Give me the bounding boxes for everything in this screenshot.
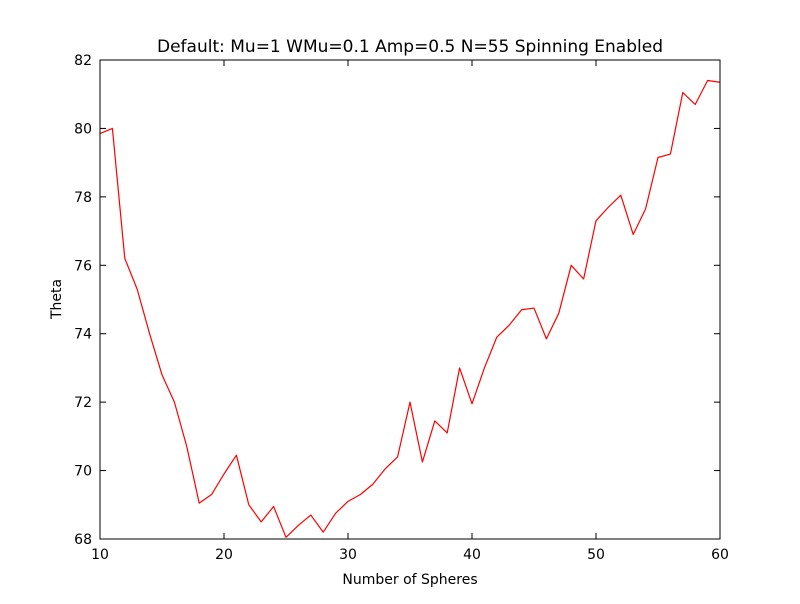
x-tick-label: 50 <box>587 547 605 563</box>
y-tick-label: 80 <box>74 121 92 137</box>
series-line <box>99 79 721 538</box>
y-tick-label: 74 <box>74 327 92 343</box>
y-tick-label: 82 <box>74 53 92 69</box>
y-tick-label: 78 <box>74 190 92 206</box>
x-tick-label: 20 <box>215 547 233 563</box>
y-tick-label: 76 <box>74 258 92 274</box>
x-tick-label: 40 <box>463 547 481 563</box>
x-tick-label: 10 <box>91 547 109 563</box>
y-tick-label: 68 <box>74 532 92 548</box>
y-axis-label: Theta <box>49 279 65 320</box>
y-tick-label: 72 <box>74 395 92 411</box>
x-tick-label: 60 <box>711 547 729 563</box>
plot-area-frame <box>99 59 721 540</box>
x-axis-label: Number of Spheres <box>342 572 477 588</box>
series-group <box>99 79 721 538</box>
chart-title: Default: Mu=1 WMu=0.1 Amp=0.5 N=55 Spinn… <box>157 37 663 57</box>
x-tick-label: 30 <box>339 547 357 563</box>
y-tick-label: 70 <box>74 464 92 480</box>
